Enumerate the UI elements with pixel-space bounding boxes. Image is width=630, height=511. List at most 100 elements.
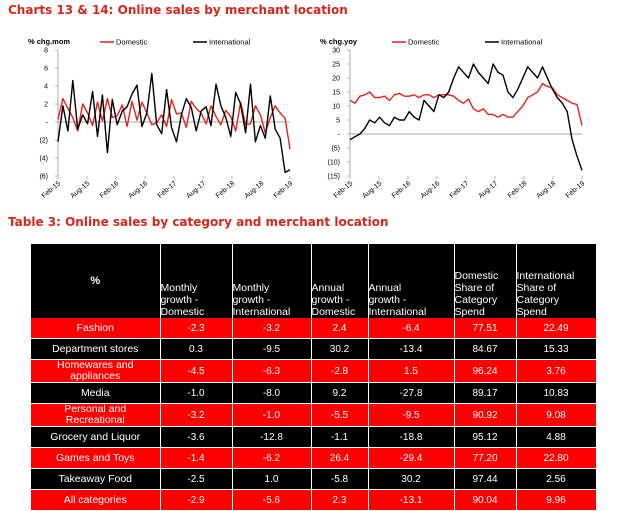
y-tick-label: (4): [39, 156, 48, 163]
value-cell: 2.3: [311, 489, 369, 511]
x-tick-label: Feb-18: [215, 180, 237, 200]
y-tick-label: 8: [44, 48, 48, 55]
x-tick-label: Aug-15: [69, 180, 91, 200]
y-axis-label: % chg.mom: [28, 37, 70, 46]
value-cell: 90.92: [454, 403, 517, 427]
value-cell: 2.56: [516, 468, 597, 490]
value-cell: -5.5: [311, 403, 369, 427]
y-tick-label: -: [338, 132, 341, 139]
y-tick-label: 20: [332, 76, 340, 83]
series-line-international: [57, 72, 291, 174]
value-cell: -3.2: [160, 403, 233, 427]
value-cell: 3.76: [516, 359, 597, 383]
value-cell: -1.0: [160, 382, 233, 404]
table-body: Fashion -2.3 -3.2 2.4 -6.4 77.51 22.49 Departme…: [31, 318, 597, 511]
category-cell: Fashion: [31, 318, 161, 339]
header-domestic-share: Domestic Share of Category Spend: [454, 244, 517, 318]
value-cell: -12.8: [232, 426, 312, 448]
series-line-domestic: [57, 97, 291, 150]
category-cell: Personal and Recreational: [31, 403, 161, 427]
value-cell: -1.4: [160, 447, 233, 469]
value-cell: -3.6: [160, 426, 233, 448]
x-tick-label: Feb-15: [333, 180, 355, 200]
x-tick-label: Aug-17: [185, 180, 207, 200]
table-row: Games and Toys -1.4 -6.2 26.4 -29.4 77.20 22.8…: [31, 447, 597, 469]
value-cell: -2.9: [160, 489, 233, 511]
value-cell: 26.4: [311, 447, 369, 469]
x-tick-label: Feb-19: [565, 180, 587, 200]
value-cell: 4.88: [516, 426, 597, 448]
x-tick-label: Aug-18: [535, 180, 557, 200]
y-tick-label: (6): [39, 174, 48, 181]
category-cell: Takeaway Food: [31, 468, 161, 490]
header-monthly-international: Monthly growth - International: [232, 244, 312, 318]
value-cell: 15.33: [516, 338, 597, 360]
x-tick-label: Feb-17: [157, 180, 179, 200]
y-tick-label: -: [46, 120, 49, 127]
y-tick-label: 2: [44, 102, 48, 109]
x-tick-label: Feb-16: [99, 180, 121, 200]
value-cell: 90.04: [454, 489, 517, 511]
category-cell: All categories: [31, 489, 161, 511]
y-tick-label: 4: [44, 84, 48, 91]
legend-label: International: [209, 38, 251, 47]
value-cell: -3.2: [232, 318, 312, 339]
value-cell: -1.0: [232, 403, 312, 427]
x-tick-label: Feb-18: [507, 180, 529, 200]
value-cell: -2.5: [160, 468, 233, 490]
value-cell: -4.5: [160, 359, 233, 383]
table-row: Media -1.0 -8.0 9.2 -27.8 89.17 10.83: [31, 382, 597, 404]
value-cell: -8.0: [232, 382, 312, 404]
y-tick-label: 15: [332, 90, 340, 97]
value-cell: -29.4: [368, 447, 455, 469]
x-tick-label: Aug-15: [361, 180, 383, 200]
value-cell: 30.2: [311, 338, 369, 360]
header-international-share: International Share of Category Spend: [516, 244, 597, 318]
value-cell: 0.3: [160, 338, 233, 360]
table-row: All categories -2.9 -5.6 2.3 -13.1 90.04 9.96: [31, 489, 597, 511]
header-monthly-domestic: Monthly growth - Domestic: [160, 244, 233, 318]
value-cell: -27.8: [368, 382, 455, 404]
value-cell: -6.4: [368, 318, 455, 339]
value-cell: 9.08: [516, 403, 597, 427]
charts-title: Charts 13 & 14: Online sales by merchant…: [8, 3, 348, 17]
y-axis-label: % chg.yoy: [320, 37, 358, 46]
value-cell: 1.5: [368, 359, 455, 383]
category-cell: Homewares and appliances: [31, 359, 161, 383]
value-cell: -2.8: [311, 359, 369, 383]
value-cell: -6.3: [232, 359, 312, 383]
x-tick-label: Feb-19: [273, 180, 295, 200]
category-cell: Grocery and Liquor: [31, 426, 161, 448]
x-tick-label: Aug-18: [243, 180, 265, 200]
category-cell: Department stores: [31, 338, 161, 360]
value-cell: 22.80: [516, 447, 597, 469]
y-tick-label: 25: [332, 62, 340, 69]
header-percent: %: [31, 244, 161, 318]
legend-label: Domestic: [116, 38, 148, 47]
series-line-international: [349, 63, 583, 171]
y-tick-label: 5: [336, 118, 340, 125]
y-tick-label: (5): [331, 146, 340, 153]
y-tick-label: (2): [39, 138, 48, 145]
x-tick-label: Feb-15: [41, 180, 63, 200]
sales-table: % Monthly growth - Domestic Monthly growth …: [31, 244, 597, 511]
value-cell: -5.6: [232, 489, 312, 511]
header-annual-domestic: Annual growth - Domestic: [311, 244, 369, 318]
table-row: Department stores 0.3 -9.5 30.2 -13.4 84.67 15…: [31, 338, 597, 360]
table-row: Personal and Recreational -3.2 -1.0 -5.5 -9.5…: [31, 403, 597, 427]
x-tick-label: Feb-17: [449, 180, 471, 200]
value-cell: 89.17: [454, 382, 517, 404]
value-cell: 10.83: [516, 382, 597, 404]
value-cell: -13.1: [368, 489, 455, 511]
value-cell: -6.2: [232, 447, 312, 469]
value-cell: -18.8: [368, 426, 455, 448]
chart-yoy: % chg.yoy 30 25 20 15 10 5 - (5) (10) (15)Feb-15 Au…: [320, 37, 587, 200]
value-cell: 1.0: [232, 468, 312, 490]
value-cell: 84.67: [454, 338, 517, 360]
value-cell: -2.3: [160, 318, 233, 339]
table-row: Fashion -2.3 -3.2 2.4 -6.4 77.51 22.49: [31, 318, 597, 339]
x-tick-label: Aug-17: [477, 180, 499, 200]
table-row: Takeaway Food -2.5 1.0 -5.8 30.2 97.44 2.56: [31, 468, 597, 490]
y-tick-label: 30: [332, 48, 340, 55]
y-tick-label: (15): [328, 174, 340, 181]
